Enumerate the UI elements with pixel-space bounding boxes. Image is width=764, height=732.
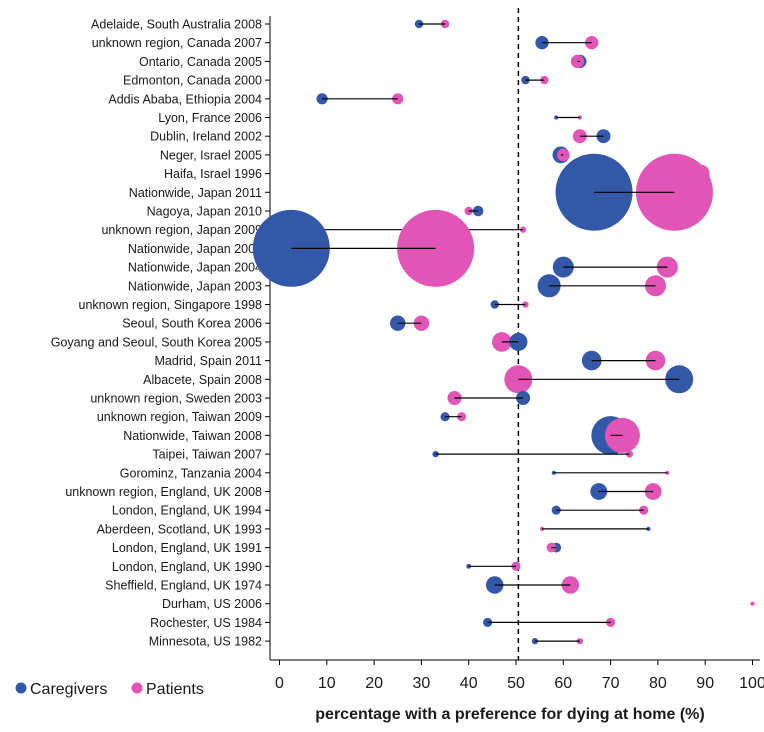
legend-patients-marker xyxy=(131,682,143,694)
caregiver-point xyxy=(646,526,651,532)
x-tick-label: 100 xyxy=(739,675,764,692)
legend: Caregivers Patients xyxy=(15,681,204,698)
row-label: Nationwide, Japan 2005 xyxy=(128,242,262,256)
row-label: Madrid, Spain 2011 xyxy=(155,354,263,368)
row-label: Sheffield, England, UK 1974 xyxy=(105,579,262,593)
row-label: London, England, UK 1991 xyxy=(112,541,262,555)
x-tick-label: 30 xyxy=(413,675,431,692)
patient-point xyxy=(457,412,467,422)
row-label: London, England, UK 1990 xyxy=(112,560,262,574)
row-label: Albacete, Spain 2008 xyxy=(143,373,262,387)
x-tick-label: 0 xyxy=(275,675,284,692)
row-label: Aberdeen, Scotland, UK 1993 xyxy=(97,522,262,536)
x-tick-label: 10 xyxy=(318,675,336,692)
row-label: Neger, Israel 2005 xyxy=(160,148,262,162)
row-label: Nationwide, Japan 2011 xyxy=(129,186,262,200)
data-marks xyxy=(252,19,755,645)
row-label: Minnesota, US 1982 xyxy=(149,635,262,649)
x-tick-label: 20 xyxy=(365,675,383,692)
row-label: unknown region, Canada 2007 xyxy=(92,36,262,50)
row-label: Rochester, US 1984 xyxy=(150,616,262,630)
row-label: Nationwide, Japan 2003 xyxy=(128,279,262,293)
row-label: unknown region, Sweden 2003 xyxy=(90,392,262,406)
row-label: Dublin, Ireland 2002 xyxy=(150,130,262,144)
row-label: Adelaide, South Australia 2008 xyxy=(91,18,262,32)
row-label: Edmonton, Canada 2000 xyxy=(123,74,262,88)
row-label: Gorominz, Tanzania 2004 xyxy=(120,466,262,480)
row-label: Addis Ababa, Ethiopia 2004 xyxy=(108,92,262,106)
caregiver-point xyxy=(490,300,499,309)
caregiver-point xyxy=(414,19,424,29)
row-label: unknown region, Taiwan 2009 xyxy=(97,410,262,424)
row-label: London, England, UK 1994 xyxy=(112,504,262,518)
x-tick-label: 60 xyxy=(554,675,572,692)
x-tick-label: 80 xyxy=(649,675,667,692)
row-label: Taipei, Taiwan 2007 xyxy=(152,448,262,462)
row-label: Goyang and Seoul, South Korea 2005 xyxy=(51,335,262,349)
caregiver-point xyxy=(531,637,539,645)
legend-caregivers-marker xyxy=(15,682,27,694)
row-labels: Adelaide, South Australia 2008 unknown re… xyxy=(51,18,262,649)
x-tick-label: 70 xyxy=(602,675,620,692)
row-label: Ontario, Canada 2005 xyxy=(139,55,262,69)
legend-caregivers-label: Caregivers xyxy=(30,681,107,698)
x-tick-label: 40 xyxy=(460,675,478,692)
row-label: Haifa, Israel 1996 xyxy=(164,167,262,181)
patient-point xyxy=(750,601,755,606)
legend-patients-label: Patients xyxy=(146,681,204,698)
row-label: Nationwide, Japan 2004 xyxy=(128,261,262,275)
row-label: Durham, US 2006 xyxy=(162,597,262,611)
x-tick-label: 90 xyxy=(696,675,714,692)
axes: 0 10 20 30 40 50 60 70 80 90 100 xyxy=(265,16,764,692)
x-axis-label: percentage with a preference for dying a… xyxy=(315,706,704,723)
x-tick-label: 50 xyxy=(507,675,525,692)
row-label: Nagoya, Japan 2010 xyxy=(147,205,262,219)
row-label: Nationwide, Taiwan 2008 xyxy=(123,429,262,443)
row-label: unknown region, England, UK 2008 xyxy=(65,485,262,499)
row-label: unknown region, Japan 2009 xyxy=(101,223,262,237)
row-label: unknown region, Singapore 1998 xyxy=(79,298,263,312)
row-label: Lyon, France 2006 xyxy=(158,111,262,125)
row-label: Seoul, South Korea 2006 xyxy=(122,317,262,331)
